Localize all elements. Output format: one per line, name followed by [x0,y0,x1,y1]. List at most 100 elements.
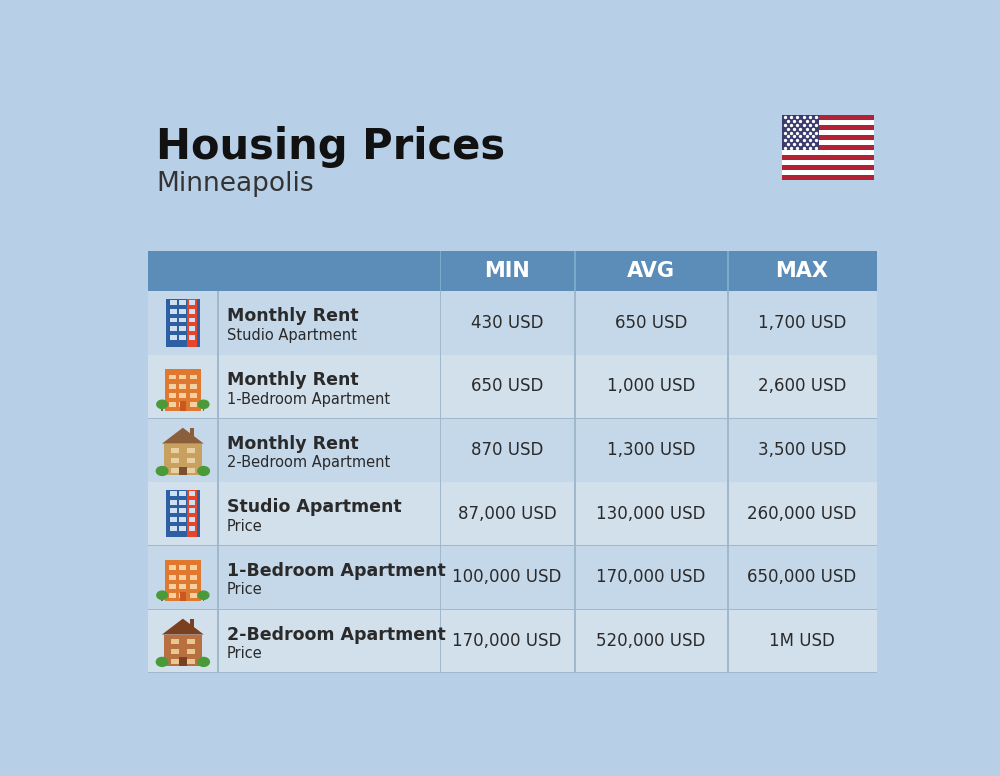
Bar [179,309,186,314]
Bar [179,584,186,589]
Bar [170,335,177,340]
Bar [164,444,202,476]
Bar [189,508,196,513]
Bar [179,593,186,598]
Text: 650 USD: 650 USD [471,377,543,395]
Bar [169,393,176,398]
Bar [217,418,219,482]
Bar [727,251,729,291]
Bar [189,300,195,305]
Text: Monthly Rent: Monthly Rent [227,435,358,452]
Bar [189,526,195,531]
Bar [574,251,576,291]
Bar [171,468,179,473]
Bar [169,566,176,570]
Text: 650,000 USD: 650,000 USD [747,568,857,586]
Bar [190,574,197,580]
Bar [179,393,186,398]
Bar [179,657,187,667]
Bar [190,375,197,379]
Bar [170,300,177,305]
Bar [782,115,874,120]
Bar [171,649,179,654]
Bar [782,150,874,155]
Bar [190,593,197,598]
Text: Monthly Rent: Monthly Rent [227,307,358,325]
Text: AVG: AVG [627,262,675,281]
Bar [179,517,186,522]
Bar [782,165,874,170]
Bar [170,508,177,513]
Text: MIN: MIN [484,262,530,281]
Bar [170,500,177,504]
Bar [179,574,186,580]
Bar [171,659,179,663]
Text: 650 USD: 650 USD [615,314,687,331]
Bar [727,482,729,546]
Bar [217,546,219,609]
Circle shape [198,400,209,408]
Text: 1-Bedroom Apartment: 1-Bedroom Apartment [227,392,390,407]
Bar [187,649,195,654]
Text: 1,000 USD: 1,000 USD [607,377,695,395]
Bar [189,500,196,504]
Circle shape [198,657,209,667]
Bar [179,491,186,496]
Bar [179,402,186,407]
Bar [203,595,204,601]
Bar [782,135,874,140]
Bar [170,317,177,322]
Bar [727,355,729,418]
Text: 2-Bedroom Apartment: 2-Bedroom Apartment [227,456,390,470]
Bar [190,393,197,398]
Text: Price: Price [227,583,263,598]
Text: 100,000 USD: 100,000 USD [452,568,562,586]
Bar [782,115,819,150]
Bar [440,355,441,418]
Bar [440,482,441,546]
Bar [171,449,179,453]
Bar [169,574,176,580]
Bar [164,635,202,667]
Text: Minneapolis: Minneapolis [156,171,314,197]
Bar [189,491,196,496]
Bar [782,115,874,180]
Bar [161,404,163,411]
Text: 1-Bedroom Apartment: 1-Bedroom Apartment [227,562,446,580]
Bar [169,375,176,379]
Bar [179,335,186,340]
Bar [727,418,729,482]
Bar [171,639,179,644]
Bar [727,609,729,673]
Bar [189,335,196,340]
Bar [170,526,177,531]
Bar [782,130,874,135]
Bar [169,383,176,389]
Bar [727,546,729,609]
Bar [179,566,186,570]
Bar [574,355,576,418]
Bar [190,428,194,437]
Bar [574,418,576,482]
Text: 870 USD: 870 USD [471,441,543,459]
Circle shape [156,466,168,476]
Bar [179,383,186,389]
Bar [187,458,195,463]
Bar [190,566,197,570]
Text: 1,300 USD: 1,300 USD [607,441,695,459]
Bar [574,609,576,673]
Bar [189,517,196,522]
Bar [148,251,877,291]
Bar [170,517,177,522]
Bar [440,609,441,673]
Bar [217,355,219,418]
Text: Monthly Rent: Monthly Rent [227,371,358,389]
Text: 2,600 USD: 2,600 USD [758,377,846,395]
Bar [782,160,874,165]
Bar [166,490,200,538]
Bar [187,299,197,347]
Bar [187,490,197,538]
Bar [440,291,441,355]
Polygon shape [162,618,204,635]
Bar [217,291,219,355]
